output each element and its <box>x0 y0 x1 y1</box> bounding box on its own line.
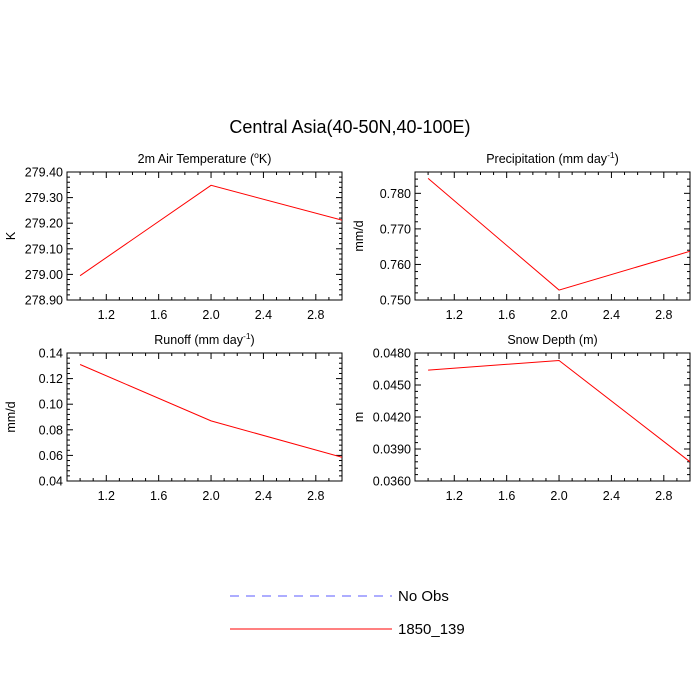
y-axis-label: mm/d <box>4 401 18 432</box>
panel-title: Snow Depth (m) <box>507 333 597 347</box>
x-tick-label: 1.2 <box>446 308 463 322</box>
y-tick-label: 278.90 <box>25 294 63 308</box>
y-tick-label: 0.0360 <box>373 475 411 489</box>
panel-1: 2m Air Temperature (oK) K 1.2 1.6 2.0 2.4 2.8 2… <box>4 150 343 322</box>
x-tick-label: 2.4 <box>603 489 620 503</box>
plot-frame <box>66 171 343 301</box>
y-tick-label: 0.0420 <box>373 411 411 425</box>
y-tick-label: 0.780 <box>380 187 411 201</box>
series-line <box>428 359 690 463</box>
y-tick-label: 0.14 <box>39 347 63 361</box>
panel-title-tail: ) <box>251 333 255 347</box>
y-tick-label: 279.20 <box>25 217 63 231</box>
x-tick-label: 2.0 <box>202 308 219 322</box>
panel-title-text: Runoff (mm day <box>154 333 243 347</box>
figure-title: Central Asia(40-50N,40-100E) <box>229 117 470 137</box>
plot-frame <box>414 352 691 482</box>
y-tick-label: 0.08 <box>39 423 63 437</box>
y-axis-label: K <box>4 231 18 240</box>
panel-title: Runoff (mm day-1) <box>154 331 254 347</box>
legend: No Obs 1850_139 <box>230 588 465 638</box>
y-tick-label: 279.00 <box>25 268 63 282</box>
y-tick-label: 0.0390 <box>373 443 411 457</box>
legend-label-1: No Obs <box>398 588 449 605</box>
panel-title-superscript: o <box>254 150 259 160</box>
x-tick-label: 2.4 <box>255 489 272 503</box>
x-tick-label: 2.0 <box>202 489 219 503</box>
x-tick-label: 1.2 <box>98 308 115 322</box>
y-tick-label: 0.0450 <box>373 379 411 393</box>
panel-2: Precipitation (mm day-1) mm/d 1.2 1.6 2.0 2.4… <box>352 150 691 322</box>
panels-group: 2m Air Temperature (oK) K 1.2 1.6 2.0 2.4 2.8 2… <box>4 150 691 503</box>
plot-frame <box>414 171 691 301</box>
x-tick-label: 2.8 <box>655 489 672 503</box>
y-axis-label: mm/d <box>352 220 366 251</box>
y-tick-label: 0.04 <box>39 475 63 489</box>
panel-title: Precipitation (mm day-1) <box>486 150 619 166</box>
y-axis-label: m <box>352 412 366 422</box>
panel-title: 2m Air Temperature (oK) <box>138 150 272 166</box>
x-tick-label: 1.6 <box>498 489 515 503</box>
y-tick-label: 0.06 <box>39 449 63 463</box>
panel-4: Snow Depth (m) m 1.2 1.6 2.0 2.4 2.8 0.0360 0.03… <box>352 333 691 503</box>
series-line <box>79 364 342 458</box>
panel-title-text: 2m Air Temperature ( <box>138 152 255 166</box>
panel-title-text: Snow Depth (m) <box>507 333 597 347</box>
x-tick-label: 2.8 <box>307 308 324 322</box>
y-tick-label: 0.770 <box>380 222 411 236</box>
x-tick-label: 2.8 <box>307 489 324 503</box>
y-tick-label: 0.10 <box>39 398 63 412</box>
legend-label-2: 1850_139 <box>398 621 465 638</box>
x-tick-label: 2.0 <box>550 308 567 322</box>
plot-frame <box>66 352 343 482</box>
panel-title-tail: ) <box>615 152 619 166</box>
x-tick-label: 2.4 <box>603 308 620 322</box>
y-tick-label: 0.750 <box>380 294 411 308</box>
x-tick-label: 1.6 <box>150 489 167 503</box>
series-line <box>79 184 342 277</box>
panel-title-text: Precipitation (mm day <box>486 152 608 166</box>
y-tick-label: 0.760 <box>380 258 411 272</box>
y-tick-label: 279.40 <box>25 166 63 180</box>
x-tick-label: 1.6 <box>150 308 167 322</box>
panel-3: Runoff (mm day-1) mm/d 1.2 1.6 2.0 2.4 2.8 0.04… <box>4 331 343 503</box>
x-tick-label: 1.2 <box>98 489 115 503</box>
y-tick-label: 0.0480 <box>373 347 411 361</box>
x-tick-label: 2.4 <box>255 308 272 322</box>
x-tick-label: 2.0 <box>550 489 567 503</box>
panel-title-tail: K) <box>259 152 272 166</box>
x-tick-label: 2.8 <box>655 308 672 322</box>
y-tick-label: 279.10 <box>25 242 63 256</box>
panel-title-superscript: -1 <box>243 331 251 341</box>
y-tick-label: 0.12 <box>39 372 63 386</box>
panel-title-superscript: -1 <box>607 150 615 160</box>
x-tick-label: 1.2 <box>446 489 463 503</box>
y-tick-label: 279.30 <box>25 191 63 205</box>
x-tick-label: 1.6 <box>498 308 515 322</box>
series-line <box>427 178 690 291</box>
